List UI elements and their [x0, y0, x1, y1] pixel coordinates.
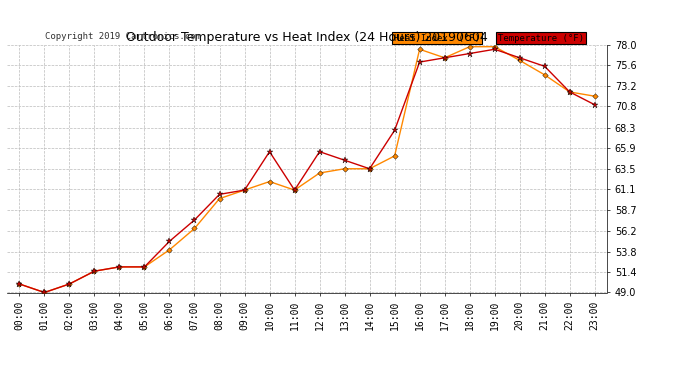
- Text: Heat Index  (°F): Heat Index (°F): [394, 33, 480, 42]
- Title: Outdoor Temperature vs Heat Index (24 Hours) 20190604: Outdoor Temperature vs Heat Index (24 Ho…: [126, 31, 488, 44]
- Text: Temperature (°F): Temperature (°F): [498, 33, 584, 42]
- Text: Copyright 2019 Cartronics.com: Copyright 2019 Cartronics.com: [45, 32, 201, 41]
